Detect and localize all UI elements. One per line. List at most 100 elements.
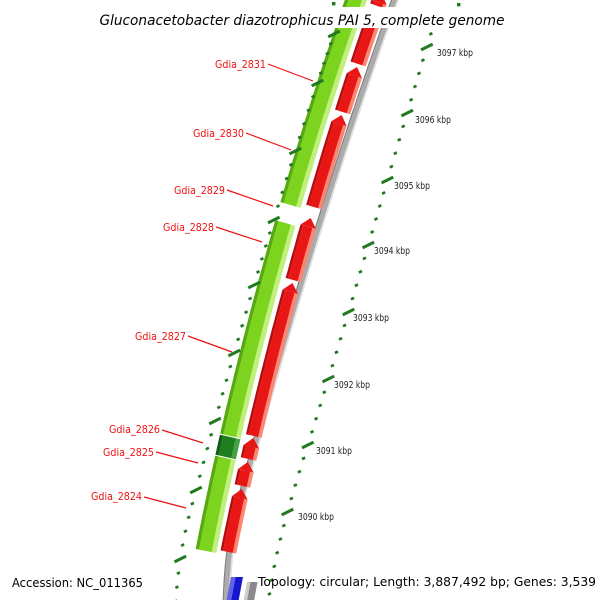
- gene-leader-line: [226, 189, 274, 207]
- gene-label: Gdia_2829: [174, 185, 225, 197]
- gene-segment-green: [195, 455, 219, 550]
- title-backing: [86, 7, 518, 28]
- gene-segment-dark-green: [215, 434, 224, 456]
- gene-leader-line: [161, 429, 204, 444]
- scale-tick-major: [247, 280, 261, 290]
- gene-segment-green: [199, 456, 231, 553]
- scale-tick-minor: [267, 230, 272, 235]
- gene-segment-red-arrow-tip: [300, 218, 316, 229]
- scale-tick-minor: [301, 121, 307, 126]
- scale-tick-minor: [373, 217, 379, 221]
- scale-tick-minor: [288, 162, 294, 167]
- gene-leader-line: [245, 132, 292, 151]
- scale-tick-minor: [236, 337, 241, 342]
- scale-tick-minor: [183, 529, 188, 534]
- scale-tick-major: [327, 29, 341, 39]
- gene-segment-red: [223, 496, 245, 553]
- gene-label: Gdia_2828: [163, 222, 214, 234]
- status-topology: Topology: circular; Length: 3,887,492 bp…: [257, 575, 596, 589]
- scale-tick-minor: [416, 71, 422, 76]
- gene-segment-red: [220, 496, 235, 551]
- scale-tick-minor: [209, 432, 214, 437]
- scale-tick-major: [173, 554, 187, 564]
- scale-label: 3097 kbp: [437, 48, 473, 59]
- gene-segment-green: [283, 0, 362, 207]
- scale-tick-minor: [205, 446, 210, 451]
- gene-segment-dark-green: [231, 438, 241, 460]
- gene-leader-line: [187, 335, 233, 353]
- gene-label: Gdia_2825: [103, 447, 154, 459]
- scale-tick-minor: [289, 496, 294, 501]
- scale-tick-minor: [301, 456, 306, 461]
- gene-label: Gdia_2827: [135, 331, 186, 343]
- gene-label: Gdia_2824: [91, 491, 142, 503]
- scale-tick-minor: [389, 164, 394, 169]
- gene-segment-red: [232, 498, 248, 554]
- gene-segment-red-arrow-tip: [238, 462, 254, 473]
- gene-segment-red-arrow-tip: [372, 0, 387, 6]
- scale-tick-major: [227, 348, 241, 358]
- scale-tick-minor: [176, 571, 181, 576]
- gene-segment-green: [236, 224, 296, 439]
- scale-tick-minor: [338, 336, 343, 341]
- scale-tick-minor: [350, 296, 355, 301]
- scale-tick-minor: [278, 537, 283, 542]
- ring-tick-dot: [332, 2, 336, 6]
- scale-tick-minor: [328, 41, 333, 46]
- gene-segment-red-arrow-tip: [346, 67, 362, 78]
- scale-label: 3094 kbp: [374, 246, 410, 257]
- gene-segment-red-arrow-tip: [232, 489, 248, 500]
- scale-tick-minor: [228, 364, 233, 369]
- scale-tick-minor: [224, 378, 229, 383]
- scale-tick-major: [288, 146, 302, 156]
- scale-tick-minor: [174, 585, 180, 590]
- scale-tick-minor: [318, 403, 323, 408]
- scale-tick-minor: [267, 591, 272, 596]
- feature-block-gray-highlight: [243, 582, 251, 600]
- gene-track-layer: [195, 0, 399, 600]
- gene-segment-red-arrow-tip: [282, 283, 298, 294]
- scale-tick-minor: [309, 429, 315, 434]
- scale-tick-minor: [220, 391, 225, 396]
- gene-segment-red: [285, 224, 303, 279]
- status-accession: Accession: NC_011365: [12, 576, 143, 590]
- feature-block-blue-highlight: [226, 577, 236, 600]
- scale-tick-minor: [369, 230, 375, 234]
- scale-tick-minor: [342, 323, 347, 328]
- gene-segment-red: [248, 290, 295, 437]
- scale-tick-minor: [272, 564, 277, 569]
- scale-tick-minor: [358, 269, 363, 274]
- bottom-feature-blocks: [226, 577, 258, 600]
- scale-tick-minor: [313, 416, 319, 421]
- scale-tick-minor: [321, 61, 327, 66]
- gene-segment-red: [240, 445, 246, 458]
- gene-segment-red: [288, 225, 313, 282]
- gene-segment-green: [280, 0, 349, 203]
- gene-segment-green: [223, 221, 291, 438]
- scale-tick-minor: [362, 256, 367, 261]
- gene-segment-red: [335, 73, 350, 111]
- scale-tick-major: [321, 374, 335, 384]
- gene-segment-red: [352, 15, 378, 66]
- gene-segment-red: [246, 289, 285, 435]
- scale-tick-major: [267, 215, 281, 225]
- gene-segment-red: [306, 121, 334, 206]
- scale-tick-minor: [297, 135, 302, 140]
- scale-tick-minor: [247, 296, 253, 301]
- scale-tick-minor: [393, 151, 398, 156]
- gene-label: Gdia_2831: [215, 59, 266, 71]
- gene-leader-line: [143, 496, 187, 509]
- scale-tick-minor: [190, 501, 195, 506]
- scale-tick-minor: [180, 543, 185, 548]
- scale-tick-minor: [397, 137, 402, 142]
- scale-tick-minor: [322, 390, 327, 395]
- gene-segment-dark-green: [218, 435, 236, 459]
- scale-tick-major: [208, 416, 222, 426]
- gene-label: Gdia_2826: [109, 424, 160, 436]
- gene-segment-green: [220, 220, 279, 435]
- feature-block-gray: [247, 582, 258, 600]
- scale-tick-minor: [310, 94, 316, 99]
- gene-segment-red: [370, 0, 374, 5]
